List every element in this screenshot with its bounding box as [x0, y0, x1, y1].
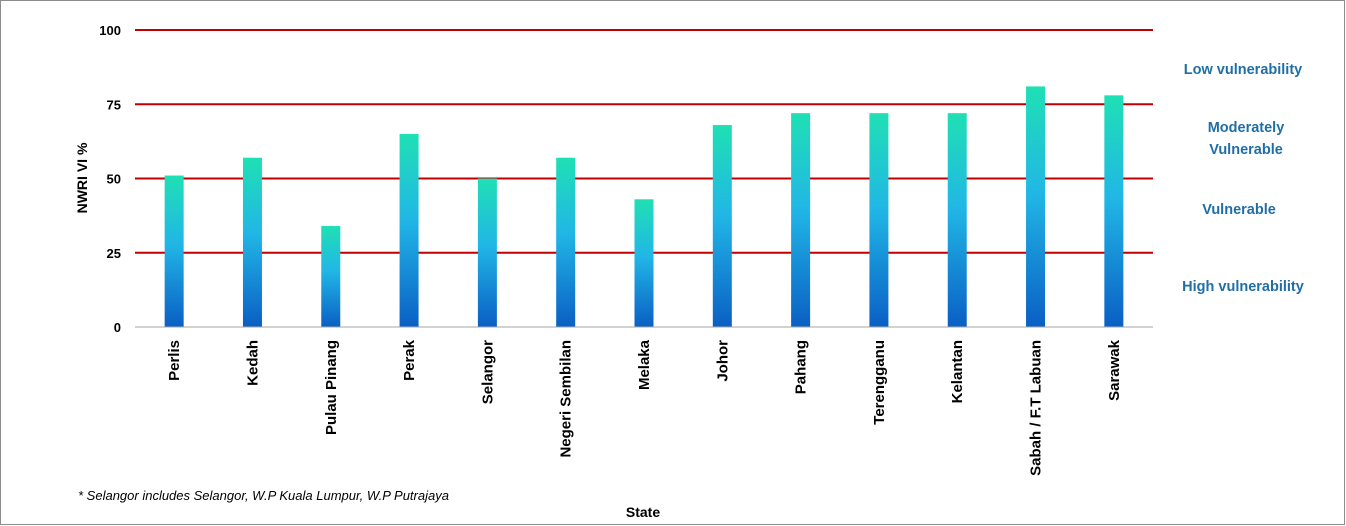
y-tick-label-50: 50	[107, 172, 121, 187]
x-tick-label-perlis: Perlis	[166, 340, 183, 381]
footnote: * Selangor includes Selangor, W.P Kuala …	[78, 488, 449, 503]
x-tick-labels: Perlis Kedah Pulau Pinang Perak Selangor Nege…	[166, 339, 1123, 476]
bar-perak	[399, 133, 419, 327]
bar-johor	[712, 125, 732, 327]
x-tick-label-pulau-pinang: Pulau Pinang	[323, 340, 340, 435]
bar-pulau-pinang	[321, 226, 341, 327]
bar-terengganu	[869, 113, 889, 327]
x-tick-label-sabah-f-t-labuan: Sabah / F.T Labuan	[1028, 340, 1045, 476]
y-tick-label-75: 75	[107, 97, 121, 112]
bar-melaka	[634, 199, 654, 327]
x-tick-label-selangor: Selangor	[479, 340, 496, 404]
y-tick-label-25: 25	[107, 246, 121, 261]
x-tick-label-sarawak: Sarawak	[1106, 339, 1123, 401]
x-tick-label-perak: Perak	[401, 339, 418, 381]
band-label-moderately-vulnerable: Moderately Vulnerable	[1208, 120, 1285, 158]
band-label-vulnerable: Vulnerable	[1202, 202, 1276, 218]
bar-sarawak	[1104, 95, 1124, 327]
band-label-low-vulnerability: Low vulnerability	[1184, 62, 1302, 78]
bars-group	[164, 86, 1124, 328]
x-tick-label-kedah: Kedah	[244, 340, 261, 386]
x-tick-label-negeri-sembilan: Negeri Sembilan	[558, 340, 575, 458]
bar-pahang	[791, 113, 811, 327]
bar-kedah	[242, 157, 262, 327]
bar-sabah-f-t-labuan	[1026, 86, 1046, 328]
band-label-high-vulnerability: High vulnerability	[1182, 279, 1304, 295]
x-axis-title: State	[626, 504, 660, 520]
x-tick-label-johor: Johor	[714, 340, 731, 382]
x-tick-label-melaka: Melaka	[636, 339, 653, 390]
x-tick-label-kelantan: Kelantan	[949, 340, 966, 403]
y-tick-label-100: 100	[99, 23, 121, 38]
bar-selangor	[477, 178, 497, 327]
y-axis-title: NWRI VI %	[74, 142, 90, 213]
x-tick-label-terengganu: Terengganu	[871, 340, 888, 425]
bar-kelantan	[947, 113, 967, 327]
bar-negeri-sembilan	[556, 157, 576, 327]
y-tick-labels: 0 25 50 75 100	[99, 23, 121, 335]
y-tick-label-0: 0	[114, 320, 121, 335]
bar-perlis	[164, 175, 184, 327]
x-tick-label-pahang: Pahang	[793, 340, 810, 394]
